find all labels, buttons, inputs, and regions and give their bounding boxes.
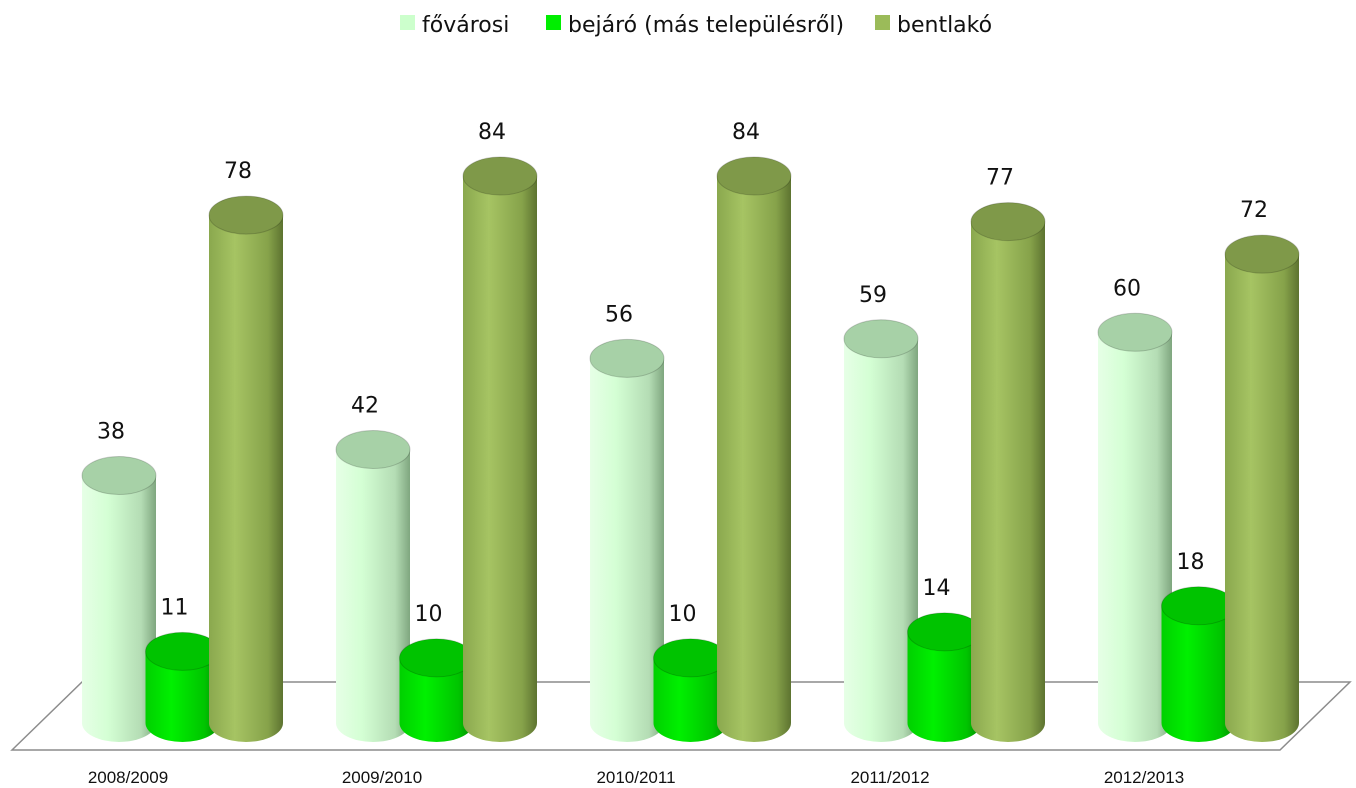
data-label-fovarosi: 56 bbox=[605, 302, 633, 327]
bar-top-fovarosi bbox=[81, 456, 157, 496]
bar-top-bejaro bbox=[145, 631, 220, 671]
bar-top-fovarosi bbox=[843, 319, 919, 359]
bar-body-bejaro bbox=[653, 657, 728, 742]
x-axis-ticks: 2008/2009 2009/2010 2010/2011 2011/2012 … bbox=[88, 768, 1184, 787]
bar-body-bentlako bbox=[209, 215, 283, 743]
legend-swatch-bejaro bbox=[546, 15, 561, 30]
bar-body-bentlako bbox=[971, 221, 1045, 743]
data-label-bejaro: 18 bbox=[1177, 550, 1205, 575]
bar-fovarosi bbox=[81, 456, 157, 742]
bar-top-bentlako bbox=[970, 202, 1046, 242]
bar-fovarosi bbox=[335, 430, 411, 742]
data-label-bentlako: 77 bbox=[986, 166, 1014, 191]
legend-swatch-bentlako bbox=[875, 15, 890, 30]
bars-group bbox=[81, 156, 1300, 743]
x-tick-label: 2008/2009 bbox=[88, 768, 168, 787]
bar-bentlako bbox=[462, 156, 538, 742]
x-tick-label: 2011/2012 bbox=[850, 768, 929, 787]
bar-body-fovarosi bbox=[1098, 332, 1172, 742]
data-label-fovarosi: 42 bbox=[351, 394, 379, 419]
bar-body-fovarosi bbox=[590, 358, 664, 742]
bar-top-bentlako bbox=[208, 195, 284, 235]
data-label-bentlako: 84 bbox=[732, 120, 760, 145]
bar-top-bentlako bbox=[716, 156, 792, 196]
bar-fovarosi bbox=[589, 338, 665, 742]
legend-label-bentlako: bentlakó bbox=[897, 13, 992, 38]
bar-body-fovarosi bbox=[844, 338, 918, 742]
bar-body-fovarosi bbox=[82, 475, 156, 742]
bar-top-fovarosi bbox=[335, 430, 411, 469]
bar-top-bentlako bbox=[1224, 234, 1300, 274]
data-label-bejaro: 10 bbox=[415, 602, 443, 627]
bar-body-bentlako bbox=[463, 176, 537, 742]
legend: fővárosi bejáró (más településről) bentl… bbox=[400, 13, 992, 38]
bar-top-bentlako bbox=[462, 156, 538, 196]
data-label-bentlako: 78 bbox=[224, 159, 252, 184]
legend-label-bejaro: bejáró (más településről) bbox=[568, 13, 844, 38]
bar-fovarosi bbox=[1097, 312, 1173, 742]
data-label-bejaro: 14 bbox=[923, 576, 951, 601]
bar-body-bejaro bbox=[145, 651, 220, 742]
bar-bentlako bbox=[1224, 234, 1300, 742]
data-label-bejaro: 10 bbox=[669, 602, 697, 627]
bar-top-bejaro bbox=[399, 638, 474, 678]
bar-top-bejaro bbox=[907, 612, 982, 652]
bar-bentlako bbox=[970, 202, 1046, 743]
legend-swatch-fovarosi bbox=[400, 15, 415, 30]
bar-top-fovarosi bbox=[1097, 312, 1173, 352]
data-label-fovarosi: 60 bbox=[1113, 276, 1141, 301]
bar-bentlako bbox=[716, 156, 792, 742]
bar-top-fovarosi bbox=[589, 338, 665, 378]
bar-bejaro bbox=[399, 638, 474, 742]
data-label-bentlako: 72 bbox=[1240, 198, 1268, 223]
bar-top-bejaro bbox=[653, 638, 728, 678]
bar-body-bejaro bbox=[399, 657, 474, 742]
bar-bejaro bbox=[907, 612, 982, 742]
data-label-bejaro: 11 bbox=[161, 595, 189, 620]
bar-body-bentlako bbox=[717, 176, 791, 742]
bar-fovarosi bbox=[843, 319, 919, 742]
bar-body-bejaro bbox=[907, 631, 982, 742]
chart-floor bbox=[10, 681, 1352, 751]
legend-label-fovarosi: fővárosi bbox=[422, 13, 509, 38]
data-label-fovarosi: 38 bbox=[97, 420, 125, 445]
bar-top-bejaro bbox=[1161, 586, 1236, 626]
x-tick-label: 2009/2010 bbox=[342, 768, 422, 787]
x-tick-label: 2010/2011 bbox=[596, 768, 675, 787]
bar-bentlako bbox=[208, 195, 284, 743]
bar-body-fovarosi bbox=[336, 449, 410, 742]
bar-body-bejaro bbox=[1161, 605, 1236, 742]
data-labels-group: 38 11 78 42 10 84 56 10 84 59 14 77 60 18 72 bbox=[97, 120, 1268, 627]
data-label-bentlako: 84 bbox=[478, 120, 506, 145]
bar-bejaro bbox=[1161, 586, 1236, 742]
bar-bejaro bbox=[653, 638, 728, 742]
data-label-fovarosi: 59 bbox=[859, 283, 887, 308]
x-tick-label: 2012/2013 bbox=[1104, 768, 1184, 787]
bar-body-bentlako bbox=[1225, 254, 1299, 742]
bar-bejaro bbox=[145, 631, 220, 742]
